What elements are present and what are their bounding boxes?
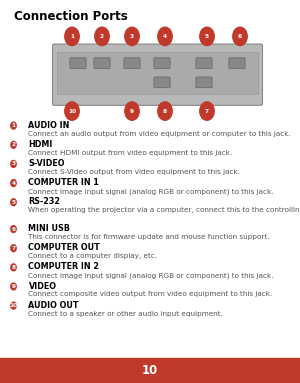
Text: COMPUTER IN 1: COMPUTER IN 1: [28, 178, 99, 187]
Text: 7: 7: [11, 246, 16, 251]
Text: S-VIDEO: S-VIDEO: [28, 159, 65, 168]
Text: Connect image input signal (analog RGB or component) to this jack.: Connect image input signal (analog RGB o…: [28, 188, 274, 195]
Text: 6: 6: [11, 226, 16, 232]
Circle shape: [233, 27, 247, 46]
Circle shape: [11, 141, 16, 148]
Text: Connect to a speaker or other audio input equipment.: Connect to a speaker or other audio inpu…: [28, 311, 224, 317]
Text: Connect image input signal (analog RGB or component) to this jack.: Connect image input signal (analog RGB o…: [28, 272, 274, 279]
FancyBboxPatch shape: [154, 58, 170, 69]
Bar: [57, 52, 258, 94]
Text: 1: 1: [70, 34, 74, 39]
Text: When operating the projector via a computer, connect this to the controlling com: When operating the projector via a compu…: [28, 207, 300, 213]
Text: Connect HDMI output from video equipment to this jack.: Connect HDMI output from video equipment…: [28, 150, 233, 156]
Text: AUDIO IN: AUDIO IN: [28, 121, 70, 129]
Text: Connection Ports: Connection Ports: [14, 10, 127, 23]
Text: Connect composite video output from video equipment to this jack.: Connect composite video output from vide…: [28, 291, 273, 298]
Circle shape: [158, 27, 172, 46]
Circle shape: [11, 226, 16, 232]
Text: 9: 9: [11, 284, 16, 289]
Text: 7: 7: [205, 108, 209, 114]
Circle shape: [200, 102, 214, 120]
Text: 5: 5: [205, 34, 209, 39]
Text: 5: 5: [11, 200, 16, 205]
Text: VIDEO: VIDEO: [28, 282, 56, 290]
Text: 1: 1: [11, 123, 16, 128]
Circle shape: [200, 27, 214, 46]
Circle shape: [11, 245, 16, 252]
FancyBboxPatch shape: [124, 58, 140, 69]
Circle shape: [65, 27, 79, 46]
Circle shape: [11, 199, 16, 206]
Text: 10: 10: [142, 364, 158, 377]
Text: 6: 6: [238, 34, 242, 39]
Text: 8: 8: [11, 265, 16, 270]
Text: 2: 2: [11, 142, 16, 147]
Text: Connect S-Video output from video equipment to this jack.: Connect S-Video output from video equipm…: [28, 169, 241, 175]
Circle shape: [11, 180, 16, 187]
Text: Connect to a computer display, etc.: Connect to a computer display, etc.: [28, 253, 158, 259]
Text: 10: 10: [68, 108, 76, 114]
Text: Connect an audio output from video equipment or computer to this jack.: Connect an audio output from video equip…: [28, 131, 291, 137]
Circle shape: [11, 302, 16, 309]
Text: This connector is for firmware update and mouse function support.: This connector is for firmware update an…: [28, 234, 270, 240]
Text: 2: 2: [100, 34, 104, 39]
Circle shape: [11, 283, 16, 290]
Text: 4: 4: [11, 180, 16, 186]
Circle shape: [11, 160, 16, 167]
Text: 4: 4: [163, 34, 167, 39]
FancyBboxPatch shape: [70, 58, 86, 69]
Text: COMPUTER IN 2: COMPUTER IN 2: [28, 262, 100, 271]
Circle shape: [125, 27, 139, 46]
Text: RS-232: RS-232: [28, 197, 61, 206]
Circle shape: [65, 102, 79, 120]
FancyBboxPatch shape: [52, 44, 262, 105]
Text: MINI USB: MINI USB: [28, 224, 70, 233]
Circle shape: [158, 102, 172, 120]
FancyBboxPatch shape: [154, 77, 170, 88]
Circle shape: [11, 264, 16, 271]
Text: 3: 3: [130, 34, 134, 39]
Text: COMPUTER OUT: COMPUTER OUT: [28, 243, 100, 252]
Text: 3: 3: [11, 161, 16, 167]
FancyBboxPatch shape: [229, 58, 245, 69]
Text: HDMI: HDMI: [28, 140, 53, 149]
Text: 10: 10: [9, 303, 18, 308]
Text: 8: 8: [163, 108, 167, 114]
FancyBboxPatch shape: [196, 58, 212, 69]
Circle shape: [95, 27, 109, 46]
Circle shape: [125, 102, 139, 120]
FancyBboxPatch shape: [196, 77, 212, 88]
Circle shape: [11, 122, 16, 129]
Text: AUDIO OUT: AUDIO OUT: [28, 301, 79, 309]
FancyBboxPatch shape: [94, 58, 110, 69]
Bar: [0, 358, 300, 383]
Text: 9: 9: [130, 108, 134, 114]
